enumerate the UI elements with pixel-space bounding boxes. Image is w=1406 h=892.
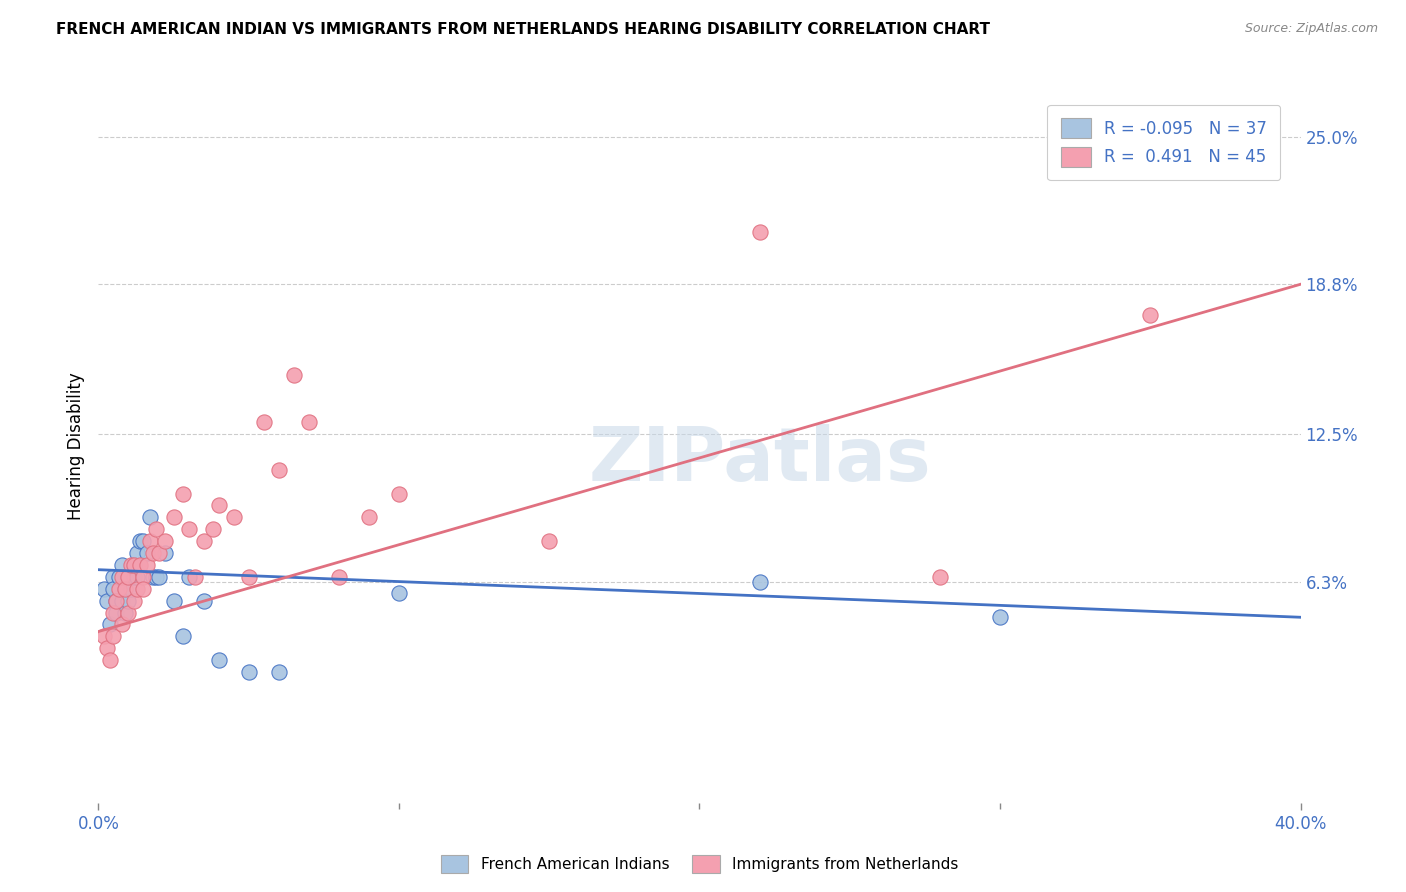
Point (153, 546, 176, 560)
Point (172, 486, 194, 500)
Point (121, 582, 143, 596)
Point (238, 665, 260, 679)
Point (124, 570, 146, 584)
Point (108, 582, 131, 596)
Point (135, 558, 157, 572)
Point (114, 606, 136, 620)
Point (141, 546, 163, 560)
Point (208, 499, 231, 513)
Point (124, 593, 146, 607)
Point (127, 546, 149, 560)
Point (988, 610, 1011, 624)
Text: Source: ZipAtlas.com: Source: ZipAtlas.com (1244, 22, 1378, 36)
Point (105, 593, 128, 607)
Point (103, 570, 125, 584)
Point (145, 570, 167, 584)
Point (172, 629, 194, 643)
Point (111, 593, 134, 607)
Point (111, 617, 134, 632)
Point (129, 558, 152, 572)
Point (132, 582, 155, 596)
Point (105, 606, 128, 620)
Point (103, 606, 125, 620)
Point (138, 510, 160, 524)
Point (141, 570, 163, 584)
Y-axis label: Hearing Disability: Hearing Disability (66, 372, 84, 520)
Point (124, 558, 146, 572)
Point (127, 570, 149, 584)
Point (929, 570, 952, 584)
Point (96, 641, 118, 656)
Point (114, 582, 136, 596)
Point (103, 629, 125, 643)
Point (132, 570, 155, 584)
Point (388, 586, 411, 600)
Point (117, 606, 139, 620)
Point (100, 617, 122, 632)
Point (748, 225, 770, 239)
Point (538, 534, 561, 549)
Point (222, 510, 245, 524)
Point (208, 653, 231, 667)
Point (162, 593, 184, 607)
Point (267, 665, 290, 679)
Point (114, 582, 136, 596)
Legend: French American Indians, Immigrants from Netherlands: French American Indians, Immigrants from… (433, 847, 966, 880)
Point (117, 593, 139, 607)
Point (148, 546, 170, 560)
Point (388, 486, 411, 500)
Point (253, 415, 276, 429)
Point (117, 570, 139, 584)
Text: FRENCH AMERICAN INDIAN VS IMMIGRANTS FROM NETHERLANDS HEARING DISABILITY CORRELA: FRENCH AMERICAN INDIAN VS IMMIGRANTS FRO… (56, 22, 990, 37)
Point (1139, 308, 1161, 322)
Point (129, 534, 152, 549)
Point (105, 593, 128, 607)
Point (111, 570, 134, 584)
Point (96, 593, 118, 607)
Point (201, 522, 224, 536)
Point (357, 510, 380, 524)
Point (183, 570, 205, 584)
Point (162, 510, 184, 524)
Point (283, 368, 305, 382)
Point (298, 415, 321, 429)
Point (238, 570, 260, 584)
Point (111, 558, 134, 572)
Point (145, 522, 167, 536)
Point (193, 593, 215, 607)
Point (193, 534, 215, 549)
Point (93, 629, 115, 643)
Point (132, 534, 155, 549)
Point (121, 558, 143, 572)
Point (117, 570, 139, 584)
Point (267, 463, 290, 477)
Point (748, 574, 770, 589)
Point (148, 570, 170, 584)
Point (100, 653, 122, 667)
Point (124, 558, 146, 572)
Point (127, 582, 149, 596)
Point (108, 570, 131, 584)
Point (153, 534, 176, 549)
Text: ZIPatlas: ZIPatlas (588, 424, 931, 497)
Point (93, 582, 115, 596)
Point (177, 522, 200, 536)
Point (177, 570, 200, 584)
Point (103, 582, 125, 596)
Point (328, 570, 350, 584)
Point (138, 534, 160, 549)
Point (135, 546, 157, 560)
